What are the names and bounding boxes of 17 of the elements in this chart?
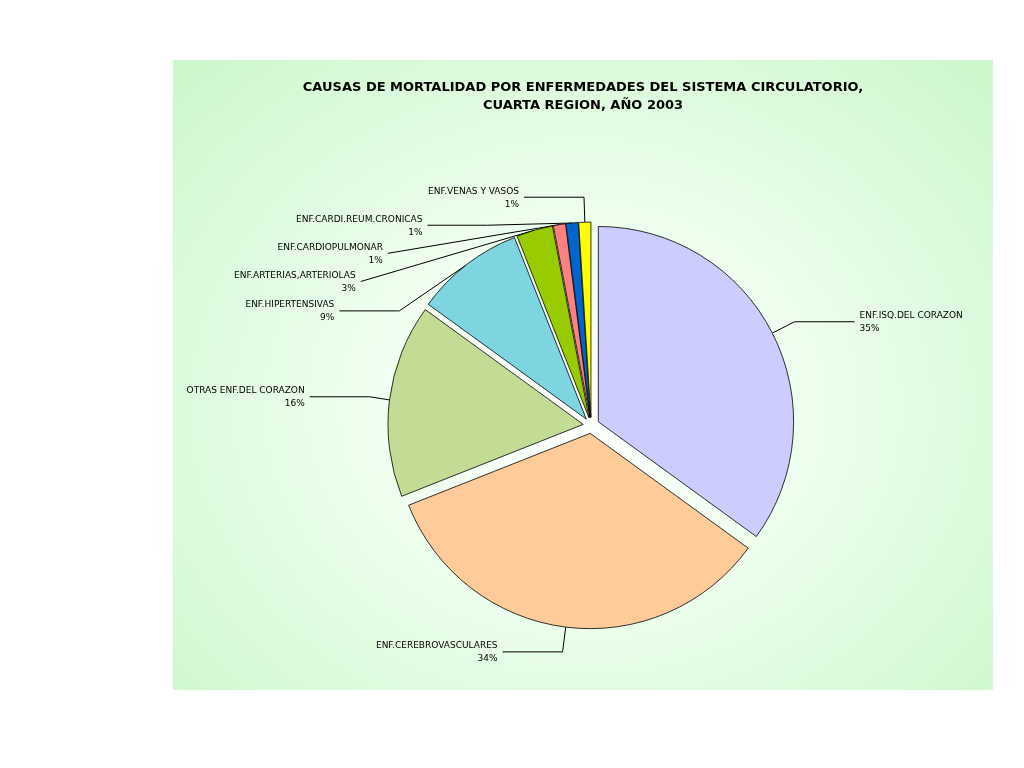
slice-label: ENF.ISQ.DEL CORAZON <box>859 310 963 321</box>
data-label: 3% <box>341 283 357 294</box>
chart-title: CAUSAS DE MORTALIDAD POR ENFERMEDADES DEL SISTEMA CIRCULATORIO, CUARTA REGION, AÑO 2003 <box>302 78 864 112</box>
data-label: 34% <box>477 653 499 664</box>
slice-label: ENF.CEREBROVASCULARES <box>375 640 498 651</box>
slice-label: ENF.ARTERIAS,ARTERIOLAS <box>234 270 356 281</box>
data-label: 1% <box>368 254 384 265</box>
slice-label: ENF.HIPERTENSIVAS <box>245 299 335 310</box>
slice-label: OTRAS ENF.DEL CORAZON <box>186 385 305 396</box>
data-label: 35% <box>859 323 881 334</box>
data-label: 1% <box>504 198 520 209</box>
data-label: 9% <box>320 312 335 323</box>
slice-label: ENF.CARDI.REUM.CRONICAS <box>295 213 423 224</box>
slice-label: ENF.CARDIOPULMONAR <box>277 241 383 252</box>
data-label: 16% <box>284 398 306 409</box>
data-label: 1% <box>408 226 423 237</box>
slice-label: ENF.VENAS Y VASOS <box>428 185 520 196</box>
